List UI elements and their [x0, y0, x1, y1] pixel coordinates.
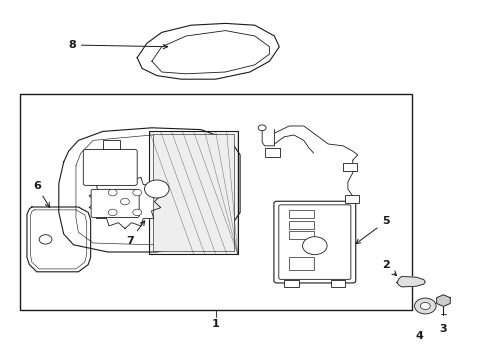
Circle shape: [415, 298, 436, 314]
Bar: [289, 231, 314, 239]
Text: 1: 1: [212, 319, 220, 329]
Circle shape: [133, 209, 142, 216]
Bar: [289, 210, 314, 218]
Bar: [343, 163, 357, 171]
Bar: [20, 94, 412, 310]
Circle shape: [108, 209, 117, 216]
FancyBboxPatch shape: [91, 189, 139, 217]
FancyBboxPatch shape: [274, 201, 356, 283]
Polygon shape: [59, 128, 240, 252]
Text: 4: 4: [415, 331, 423, 341]
FancyBboxPatch shape: [279, 205, 351, 279]
Text: 7: 7: [126, 221, 145, 246]
Polygon shape: [437, 295, 450, 306]
Bar: [289, 221, 314, 229]
Polygon shape: [137, 23, 279, 79]
Circle shape: [39, 235, 52, 244]
Circle shape: [121, 198, 129, 205]
FancyBboxPatch shape: [83, 149, 137, 185]
Bar: [103, 140, 120, 149]
Polygon shape: [27, 207, 91, 272]
Bar: [345, 195, 359, 203]
Circle shape: [420, 302, 430, 310]
Text: 2: 2: [382, 260, 396, 276]
Text: 6: 6: [33, 181, 49, 207]
Text: 8: 8: [68, 40, 168, 50]
Circle shape: [108, 189, 117, 196]
Bar: [284, 280, 299, 287]
FancyBboxPatch shape: [149, 131, 238, 254]
FancyBboxPatch shape: [153, 134, 234, 251]
Circle shape: [133, 189, 142, 196]
Circle shape: [145, 180, 169, 198]
Bar: [331, 280, 345, 287]
Circle shape: [258, 125, 266, 131]
Circle shape: [302, 237, 327, 255]
Bar: [289, 257, 314, 270]
Text: 5: 5: [356, 216, 390, 244]
Polygon shape: [397, 276, 425, 287]
Polygon shape: [89, 175, 161, 229]
Text: 3: 3: [440, 324, 447, 334]
Bar: [265, 148, 280, 157]
